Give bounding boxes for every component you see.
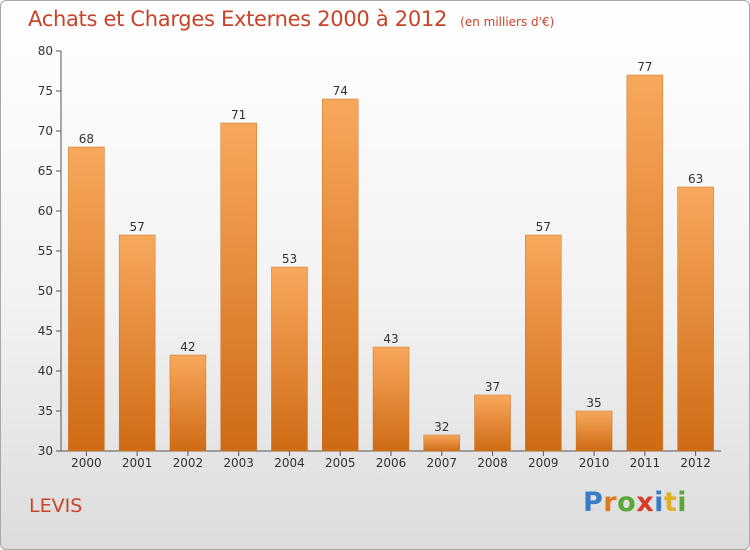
- data-labels: 68 57 42 71 53 74 43 32 37 57 35 77 63: [79, 60, 704, 434]
- data-label: 71: [231, 108, 246, 122]
- data-label: 74: [333, 84, 348, 98]
- x-tick-label: 2012: [680, 456, 711, 470]
- y-tick-label: 45: [38, 324, 53, 338]
- y-tick-label: 50: [38, 284, 53, 298]
- bar: [575, 410, 613, 452]
- y-tick-label: 80: [38, 44, 53, 58]
- x-tick-label: 2007: [426, 456, 457, 470]
- y-tick-label: 55: [38, 244, 53, 258]
- commune-name: LEVIS: [29, 495, 83, 517]
- data-label: 43: [383, 332, 398, 346]
- data-label: 57: [130, 220, 145, 234]
- y-tick-label: 30: [38, 444, 53, 458]
- data-label: 42: [180, 340, 195, 354]
- y-tick-label: 65: [38, 164, 53, 178]
- data-label: 53: [282, 252, 297, 266]
- x-tick-label: 2002: [173, 456, 204, 470]
- x-tick-label: 2010: [579, 456, 610, 470]
- y-tick-label: 70: [38, 124, 53, 138]
- y-tick-label: 60: [38, 204, 53, 218]
- bar: [423, 434, 461, 452]
- x-tick-label: 2000: [71, 456, 102, 470]
- bar: [474, 394, 511, 452]
- bar: [372, 346, 410, 452]
- bar: [220, 122, 257, 452]
- y-tick-label: 40: [38, 364, 53, 378]
- x-tick-label: 2008: [477, 456, 508, 470]
- x-tick-label: 2003: [223, 456, 254, 470]
- data-label: 63: [688, 172, 703, 186]
- x-tick-label: 2004: [274, 456, 305, 470]
- x-tick-label: 2005: [325, 456, 356, 470]
- x-tick-label: 2009: [528, 456, 559, 470]
- x-tick-label: 2001: [122, 456, 153, 470]
- bar: [525, 234, 562, 452]
- data-label: 37: [485, 380, 500, 394]
- bar: [271, 266, 308, 452]
- bars: [68, 74, 714, 452]
- data-label: 32: [434, 420, 449, 434]
- data-label: 35: [586, 396, 601, 410]
- bar: [118, 234, 156, 452]
- bar: [626, 74, 664, 452]
- bar: [677, 186, 714, 452]
- x-tick-label: 2011: [630, 456, 661, 470]
- proxiti-logo[interactable]: Proxiti: [583, 487, 688, 518]
- data-label: 77: [637, 60, 652, 74]
- axes: 30 35 40 45 50 55 60 65 70 75 80 2000 2001 2002 2003 20…: [38, 44, 721, 470]
- bar: [169, 354, 207, 452]
- x-tick-label: 2006: [376, 456, 407, 470]
- data-label: 68: [79, 132, 94, 146]
- bar: [321, 98, 359, 452]
- chart-units: (en milliers d'€): [460, 15, 555, 29]
- bar: [68, 146, 105, 452]
- y-tick-label: 75: [38, 84, 53, 98]
- data-label: 57: [536, 220, 551, 234]
- chart-title: Achats et Charges Externes 2000 à 2012: [28, 7, 448, 31]
- title-row: Achats et Charges Externes 2000 à 2012 (…: [28, 7, 554, 31]
- y-tick-label: 35: [38, 404, 53, 418]
